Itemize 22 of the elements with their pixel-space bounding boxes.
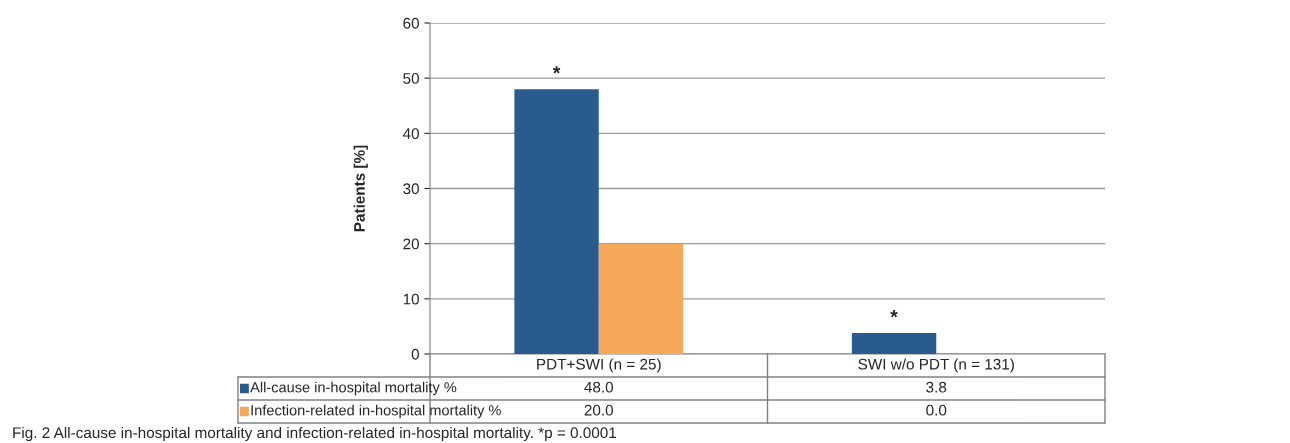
legend-label: Infection-related in-hospital mortality % <box>251 404 501 419</box>
y-tick-label: 20 <box>403 238 419 250</box>
legend-label: All-cause in-hospital mortality % <box>250 381 457 396</box>
data-label: 48.0 <box>584 381 614 393</box>
y-tick-label: 60 <box>403 17 419 29</box>
caption: Fig. 2 All-cause in-hospital mortality and infection-related in-hospital mortality. *p = 0.0001 <box>13 426 617 442</box>
x-tick-label: SWI w/o PDT (n = 131) <box>858 358 1014 373</box>
y-axis-title: Patients [%] <box>353 145 368 232</box>
bar <box>598 243 684 354</box>
data-label: 20.0 <box>584 404 614 416</box>
x-tick-label: PDT+SWI (n = 25) <box>537 358 661 373</box>
y-tick-label: 40 <box>402 128 419 140</box>
annotation: * <box>890 310 898 318</box>
y-tick-label: 10 <box>403 293 419 305</box>
data-label: 3.8 <box>926 381 947 393</box>
y-tick-label: 50 <box>403 73 419 84</box>
data-label: 0.0 <box>926 404 947 416</box>
y-tick-label: 30 <box>403 183 419 195</box>
y-tick-label: 0 <box>411 348 419 360</box>
bar <box>851 333 937 354</box>
annotation: * <box>552 66 561 74</box>
bar <box>514 89 599 354</box>
